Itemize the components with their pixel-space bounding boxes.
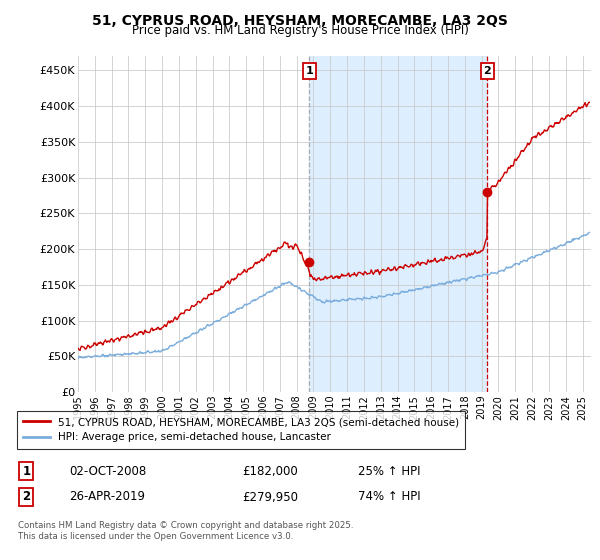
Text: 02-OCT-2008: 02-OCT-2008 [70,464,147,478]
Text: 2: 2 [22,491,31,503]
Text: 51, CYPRUS ROAD, HEYSHAM, MORECAMBE, LA3 2QS: 51, CYPRUS ROAD, HEYSHAM, MORECAMBE, LA3… [92,14,508,28]
Text: £182,000: £182,000 [242,464,298,478]
Text: 1: 1 [22,464,31,478]
Text: 26-APR-2019: 26-APR-2019 [70,491,146,503]
Text: 74% ↑ HPI: 74% ↑ HPI [358,491,420,503]
Legend: 51, CYPRUS ROAD, HEYSHAM, MORECAMBE, LA3 2QS (semi-detached house), HPI: Average: 51, CYPRUS ROAD, HEYSHAM, MORECAMBE, LA3… [17,411,465,449]
Text: Price paid vs. HM Land Registry's House Price Index (HPI): Price paid vs. HM Land Registry's House … [131,24,469,37]
Text: £279,950: £279,950 [242,491,298,503]
Text: 25% ↑ HPI: 25% ↑ HPI [358,464,420,478]
Text: 2: 2 [484,66,491,76]
Text: Contains HM Land Registry data © Crown copyright and database right 2025.
This d: Contains HM Land Registry data © Crown c… [18,521,353,541]
Bar [309,56,487,392]
Text: 1: 1 [305,66,313,76]
